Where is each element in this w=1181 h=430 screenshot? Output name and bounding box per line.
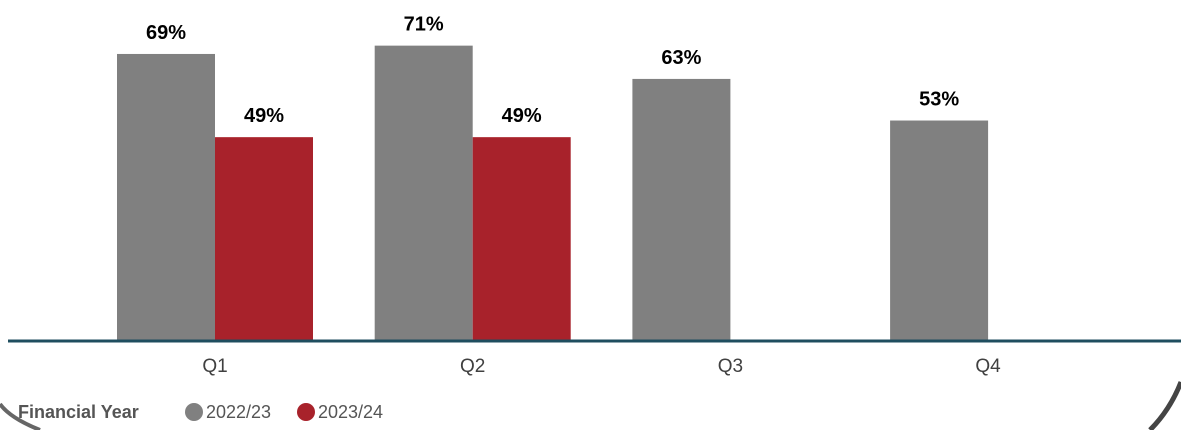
bar-q1-series-1 xyxy=(117,53,215,342)
x-tick-label-q2: Q2 xyxy=(460,356,485,377)
x-tick-label-q4: Q4 xyxy=(975,356,1001,377)
value-label-q1-series-1: 69% xyxy=(146,22,186,44)
value-label-q2-series-2: 49% xyxy=(502,105,542,127)
value-label-q3-series-1: 63% xyxy=(661,47,701,69)
value-labels-group: 69% 49% 71% 49% 63% 53% xyxy=(146,14,959,128)
legend-label-series-1: 2022/23 xyxy=(206,402,271,422)
legend-items: 2022/23 2023/24 xyxy=(185,402,383,422)
bar-q4-series-1 xyxy=(890,120,989,342)
corner-decoration-right xyxy=(1148,381,1181,430)
bar-q1-series-2 xyxy=(215,137,313,341)
legend-marker-series-1 xyxy=(185,403,203,421)
legend-title: Financial Year xyxy=(18,402,139,422)
x-tick-label-q3: Q3 xyxy=(718,356,743,377)
x-tick-label-q1: Q1 xyxy=(202,356,227,377)
bar-q2-series-2 xyxy=(472,137,571,341)
value-label-q4-series-1: 53% xyxy=(919,89,959,111)
legend: Financial Year 2022/23 2023/24 xyxy=(18,402,383,422)
legend-marker-series-2 xyxy=(297,403,315,421)
corner-decoration-left xyxy=(0,402,41,430)
value-label-q2-series-1: 71% xyxy=(404,14,444,36)
value-label-q1-series-2: 49% xyxy=(244,105,284,127)
bar-q3-series-1 xyxy=(632,78,731,342)
x-tick-labels-group: Q1 Q2 Q3 Q4 xyxy=(202,356,1001,377)
bar-q2-series-1 xyxy=(374,45,473,341)
legend-label-series-2: 2023/24 xyxy=(318,402,383,422)
bars-group xyxy=(117,45,989,342)
